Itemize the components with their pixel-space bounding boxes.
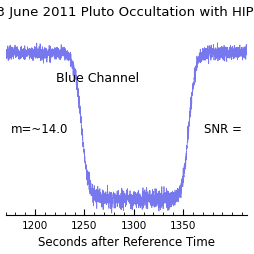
Text: Blue Channel: Blue Channel: [56, 72, 138, 85]
Text: SNR =: SNR =: [203, 123, 241, 136]
Title: 23 June 2011 Pluto Occultation with HIPO: 23 June 2011 Pluto Occultation with HIPO: [0, 6, 254, 19]
Text: m=~14.0: m=~14.0: [10, 123, 68, 136]
X-axis label: Seconds after Reference Time: Seconds after Reference Time: [38, 235, 214, 248]
